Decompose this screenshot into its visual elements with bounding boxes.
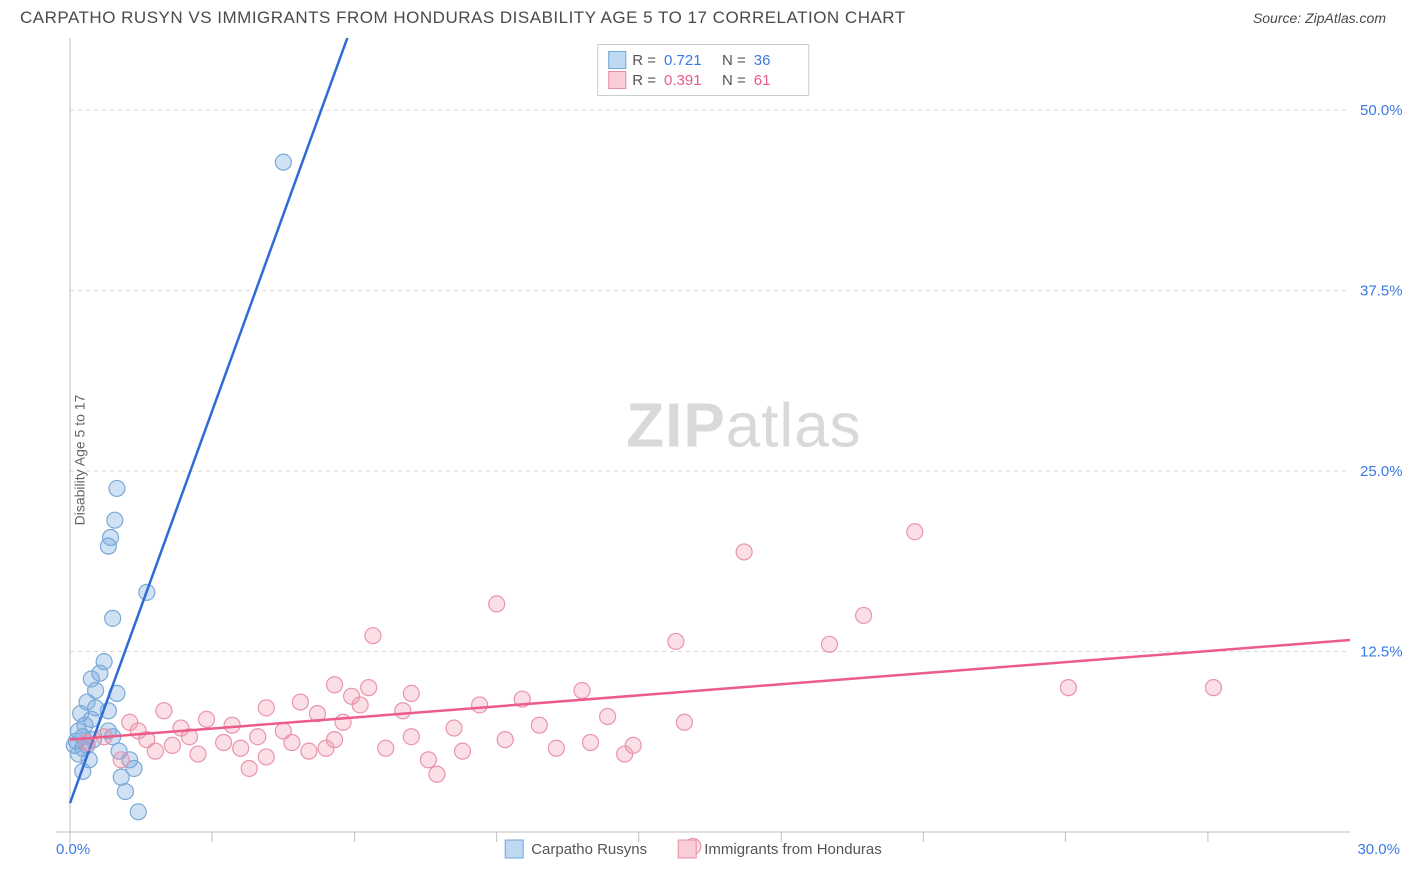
swatch-icon xyxy=(678,840,696,858)
data-point xyxy=(600,709,616,725)
n-label: N = xyxy=(722,72,746,89)
data-point xyxy=(907,524,923,540)
data-point xyxy=(156,703,172,719)
correlation-legend: R = 0.721 N = 36 R = 0.391 N = 61 xyxy=(597,44,809,96)
series-group xyxy=(66,38,1350,854)
data-point xyxy=(327,677,343,693)
data-point xyxy=(292,694,308,710)
data-point xyxy=(233,740,249,756)
data-point xyxy=(113,752,129,768)
data-point xyxy=(258,749,274,765)
data-point xyxy=(241,760,257,776)
data-point xyxy=(403,685,419,701)
data-point xyxy=(821,636,837,652)
data-point xyxy=(446,720,462,736)
swatch-icon xyxy=(505,840,523,858)
data-point xyxy=(497,732,513,748)
data-point xyxy=(365,628,381,644)
data-point xyxy=(224,717,240,733)
data-point xyxy=(103,529,119,545)
data-point xyxy=(856,607,872,623)
data-point xyxy=(531,717,547,733)
trendline xyxy=(70,640,1350,740)
series-legend: Carpatho Rusyns Immigrants from Honduras xyxy=(505,840,882,858)
swatch-icon xyxy=(608,71,626,89)
legend-row: R = 0.721 N = 36 xyxy=(608,51,798,69)
data-point xyxy=(583,734,599,750)
y-tick-label: 37.5% xyxy=(1360,283,1403,300)
legend-label: Immigrants from Honduras xyxy=(704,841,882,858)
data-point xyxy=(164,737,180,753)
data-point xyxy=(107,512,123,528)
data-point xyxy=(258,700,274,716)
data-point xyxy=(284,734,300,750)
y-axis-label: Disability Age 5 to 17 xyxy=(71,395,87,526)
data-point xyxy=(668,633,684,649)
y-tick-label: 50.0% xyxy=(1360,102,1403,119)
data-point xyxy=(275,154,291,170)
data-point xyxy=(617,746,633,762)
scatter-plot: 12.5% 25.0% 37.5% 50.0% 0.0% 30.0% Carpatho Ru… xyxy=(20,38,1406,882)
legend-row: R = 0.391 N = 61 xyxy=(608,71,798,89)
data-point xyxy=(88,683,104,699)
data-point xyxy=(395,703,411,719)
x-tick-label: 0.0% xyxy=(56,841,90,858)
y-tick-label: 12.5% xyxy=(1360,644,1403,661)
r-label: R = xyxy=(632,72,656,89)
data-point xyxy=(105,610,121,626)
data-point xyxy=(147,743,163,759)
trendline xyxy=(70,38,347,803)
r-value: 0.391 xyxy=(664,72,708,89)
swatch-icon xyxy=(608,51,626,69)
data-point xyxy=(301,743,317,759)
data-point xyxy=(403,729,419,745)
data-point xyxy=(378,740,394,756)
r-value: 0.721 xyxy=(664,52,708,69)
y-tick-label: 25.0% xyxy=(1360,463,1403,480)
x-tick-label: 30.0% xyxy=(1357,841,1400,858)
data-point xyxy=(1205,680,1221,696)
data-point xyxy=(455,743,471,759)
chart-area: Disability Age 5 to 17 R = 0.721 N = 36 R = 0… xyxy=(20,38,1386,882)
data-point xyxy=(420,752,436,768)
legend-label: Carpatho Rusyns xyxy=(531,841,647,858)
data-point xyxy=(117,784,133,800)
data-point xyxy=(472,697,488,713)
n-value: 61 xyxy=(754,72,798,89)
source-label: Source: ZipAtlas.com xyxy=(1253,10,1386,26)
data-point xyxy=(96,654,112,670)
data-point xyxy=(1060,680,1076,696)
data-point xyxy=(199,711,215,727)
data-point xyxy=(429,766,445,782)
data-point xyxy=(327,732,343,748)
data-point xyxy=(250,729,266,745)
data-point xyxy=(489,596,505,612)
data-point xyxy=(109,480,125,496)
chart-title: CARPATHO RUSYN VS IMMIGRANTS FROM HONDUR… xyxy=(20,8,906,28)
data-point xyxy=(574,683,590,699)
n-label: N = xyxy=(722,52,746,69)
data-point xyxy=(352,697,368,713)
data-point xyxy=(676,714,692,730)
data-point xyxy=(216,734,232,750)
data-point xyxy=(361,680,377,696)
r-label: R = xyxy=(632,52,656,69)
data-point xyxy=(736,544,752,560)
data-point xyxy=(548,740,564,756)
data-point xyxy=(190,746,206,762)
data-point xyxy=(130,804,146,820)
n-value: 36 xyxy=(754,52,798,69)
